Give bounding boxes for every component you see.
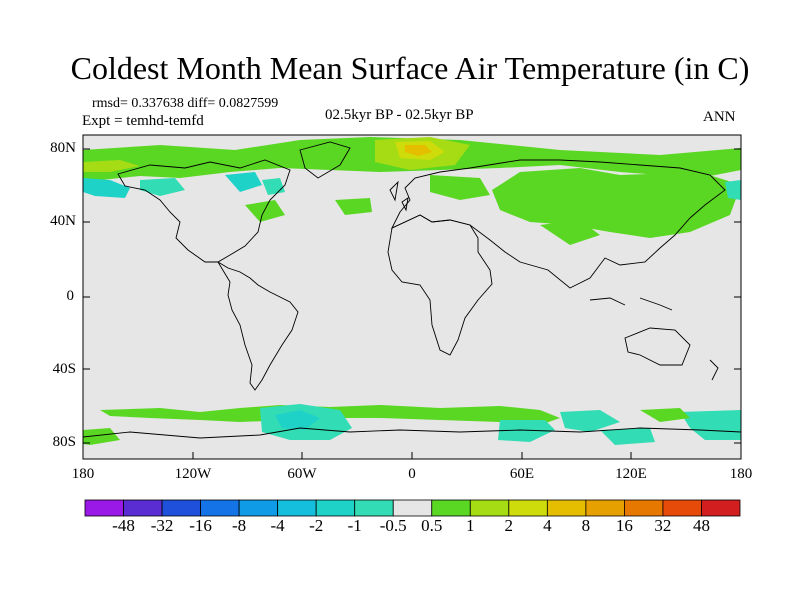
x-label-60w: 60W bbox=[287, 466, 317, 482]
colorbar-label-2: -16 bbox=[189, 516, 212, 535]
colorbar-box-14 bbox=[624, 499, 664, 517]
colorbar-label-8: 0.5 bbox=[421, 516, 443, 535]
experiment-line: Expt = temhd-temfd bbox=[82, 113, 204, 129]
colorbar-label-12: 8 bbox=[581, 516, 591, 535]
x-label-180w: 180 bbox=[71, 466, 95, 482]
x-label-120e: 120E bbox=[615, 466, 647, 482]
colorbar-box-5 bbox=[277, 499, 317, 517]
colorbar-box-11 bbox=[508, 499, 548, 517]
colorbar-label-7: -0.5 bbox=[379, 516, 407, 535]
colorbar-label-6: -1 bbox=[347, 516, 362, 535]
axis-ticks bbox=[82, 148, 742, 459]
colorbar-label-1: -32 bbox=[150, 516, 174, 535]
y-label-80s: 80S bbox=[52, 434, 76, 450]
season-label: ANN bbox=[703, 109, 736, 125]
x-label-180e: 180 bbox=[729, 466, 753, 482]
x-label-0: 0 bbox=[408, 466, 416, 482]
colorbar-label-4: -4 bbox=[270, 516, 285, 535]
colorbar-label-0: -48 bbox=[112, 516, 135, 535]
colorbar-box-0 bbox=[84, 499, 124, 517]
colorbar-box-4 bbox=[238, 499, 279, 517]
colorbar-label-9: 1 bbox=[466, 516, 475, 535]
y-label-40s: 40S bbox=[52, 361, 76, 377]
colorbar-label-3: -8 bbox=[232, 516, 247, 535]
colorbar-box-12 bbox=[546, 499, 587, 517]
colorbar-box-7 bbox=[354, 499, 394, 517]
colorbar-box-8 bbox=[392, 499, 433, 517]
period-label: 02.5kyr BP - 02.5kyr BP bbox=[325, 107, 474, 123]
colorbar-box-10 bbox=[469, 499, 510, 517]
colorbar-box-1 bbox=[123, 499, 163, 517]
colorbar-label-13: 16 bbox=[615, 516, 633, 535]
colorbar-label-5: -2 bbox=[309, 516, 324, 535]
y-label-0: 0 bbox=[66, 288, 75, 304]
colorbar-label-11: 4 bbox=[543, 516, 552, 535]
stats-line: rmsd= 0.337638 diff= 0.0827599 bbox=[92, 96, 279, 111]
colorbar-box-15 bbox=[662, 499, 702, 517]
colorbar-box-9 bbox=[431, 499, 471, 517]
anomaly-negative-north bbox=[83, 172, 741, 200]
colorbar-label-15: 48 bbox=[693, 516, 710, 535]
map-title: Coldest Month Mean Surface Air Temperatu… bbox=[70, 50, 750, 86]
colorbar-label-10: 2 bbox=[504, 516, 514, 535]
colorbar-box-2 bbox=[161, 499, 201, 517]
colorbar-label-14: 32 bbox=[654, 516, 672, 535]
colorbar-box-3 bbox=[200, 499, 240, 517]
coastlines bbox=[83, 141, 741, 439]
y-label-80n: 80N bbox=[50, 140, 76, 156]
colorbar-box-16 bbox=[701, 499, 741, 517]
colorbar-box-13 bbox=[585, 499, 625, 517]
x-label-120w: 120W bbox=[174, 466, 212, 482]
anomaly-fill-arctic bbox=[83, 137, 741, 245]
anomaly-fill-antarctic bbox=[83, 404, 741, 445]
x-label-60e: 60E bbox=[509, 466, 535, 482]
y-label-40n: 40N bbox=[50, 213, 76, 229]
colorbar-box-6 bbox=[315, 499, 356, 517]
